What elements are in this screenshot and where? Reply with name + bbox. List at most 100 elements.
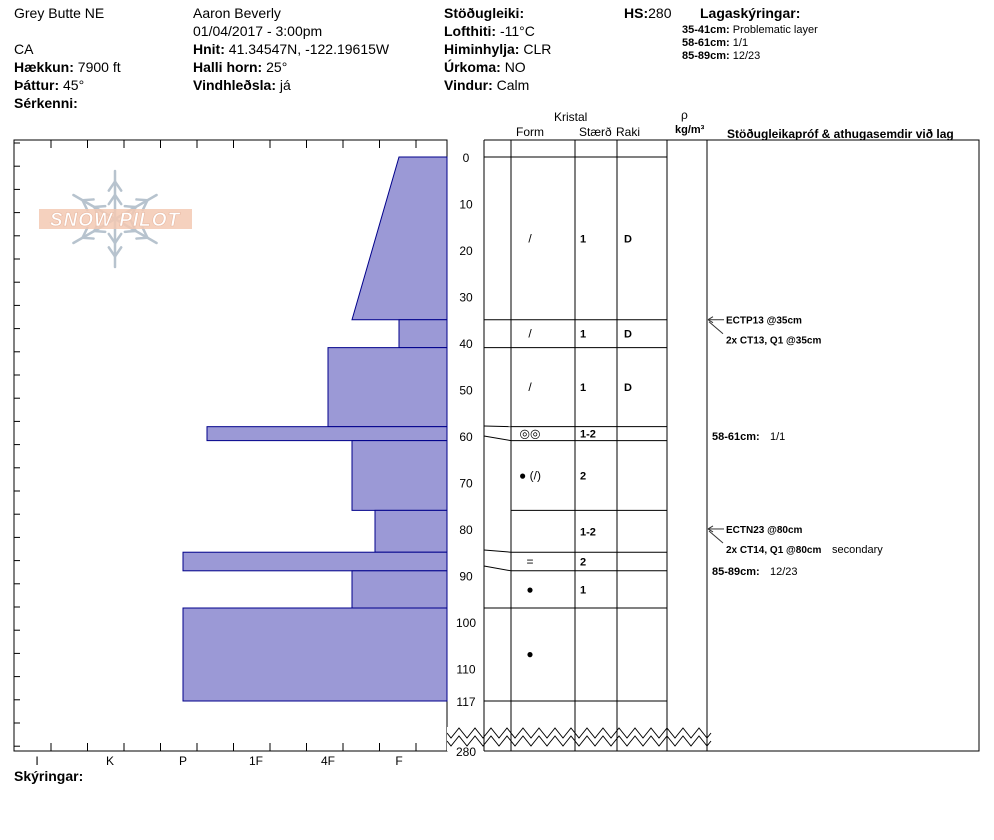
coords-label: Hnit:: [193, 41, 225, 57]
layer-note-text: 1/1: [770, 431, 785, 443]
wind-loading: Vindhleðsla: já: [193, 77, 291, 93]
grain-form: ●: [526, 582, 533, 596]
hardness-bar: [206, 426, 448, 442]
connector-line: [483, 565, 512, 572]
aspect-value: 45°: [63, 77, 85, 93]
test-arrow: [708, 530, 724, 544]
grain-form: ◎◎: [520, 427, 541, 441]
depth-tick-label: 100: [456, 616, 476, 630]
hardness-bar: [351, 156, 448, 321]
grain-size: 1: [580, 382, 586, 394]
grain-size: 1: [580, 584, 586, 596]
elevation-value: 7900 ft: [77, 59, 121, 75]
depth-tick-label: 70: [459, 476, 473, 490]
slope: Halli horn: 25°: [193, 59, 287, 75]
tests-frame: [706, 139, 980, 752]
wind: Vindur: Calm: [444, 77, 529, 93]
test-arrow: [708, 321, 724, 335]
hardness-tick-label: K: [106, 754, 114, 768]
legend-text: 1/1: [732, 37, 749, 49]
hardness-tick-label: 1F: [249, 754, 263, 768]
legend-title: Lagaskýringar:: [700, 5, 801, 21]
flake-branch: [135, 236, 149, 240]
wind-loading-label: Vindhleðsla:: [193, 77, 276, 93]
grain-form: /: [528, 380, 532, 394]
coords-value: 41.34547N, -122.19615W: [228, 41, 390, 57]
hardness-bar: [374, 509, 448, 553]
air-temp-value: -11°C: [499, 23, 535, 39]
test-result: 2x CT13, Q1 @35cm: [726, 336, 821, 347]
hardness-bar: [398, 319, 448, 349]
legend-item: 58-61cm: 1/1: [682, 37, 748, 50]
legend-range: 58-61cm:: [682, 37, 730, 49]
flake-branch: [81, 199, 89, 212]
snowpilot-logo: SNOW PILOT: [39, 169, 192, 269]
aspect: Þáttur: 45°: [14, 77, 84, 93]
hs-label: HS:: [624, 5, 649, 21]
test-result: ECTN23 @80cm: [726, 525, 803, 536]
grain-form: ● (/): [519, 468, 541, 482]
grain-size: 2: [580, 470, 586, 482]
density-unit: kg/m³: [675, 124, 705, 136]
depth-tick-label: 60: [459, 430, 473, 444]
snow-height: HS:280: [624, 5, 671, 21]
grain-form: /: [528, 231, 532, 245]
flake-branch: [92, 204, 107, 209]
moisture: D: [624, 329, 632, 341]
size-header: Stærð: [579, 125, 612, 139]
grain-size: 2: [580, 557, 586, 569]
depth-tick-label: 90: [459, 569, 473, 583]
elevation-label: Hækkun:: [14, 59, 74, 75]
layer-grid: [483, 139, 980, 752]
sky-label: Himinhylja:: [444, 41, 520, 57]
hardness-bar: [182, 551, 448, 572]
grain-form: /: [528, 327, 532, 341]
grain-size: 1: [580, 233, 586, 245]
legend-item: 35-41cm: Problematic layer: [682, 24, 818, 37]
state: CA: [14, 41, 34, 57]
sky-value: CLR: [523, 41, 552, 57]
flake-branch: [81, 236, 95, 240]
moisture-header: Raki: [616, 125, 641, 139]
flake-branch: [141, 226, 149, 239]
test-results: ECTP13 @35cm 2x CT13, Q1 @35cm ECTN23 @80c…: [707, 316, 883, 578]
layer-note-range: 58-61cm:: [712, 431, 760, 443]
precip-value: NO: [504, 59, 526, 75]
form-header: Form: [516, 125, 544, 139]
aspect-label: Þáttur:: [14, 77, 60, 93]
depth-tick-label: 110: [456, 662, 475, 676]
flake-branch: [107, 180, 117, 192]
depth-tick-label: 30: [459, 290, 473, 304]
elevation: Hækkun: 7900 ft: [14, 59, 121, 75]
connector-line: [483, 425, 512, 428]
depth-tick-label: 280: [456, 745, 476, 759]
grain-size: 1-2: [580, 526, 596, 538]
observer: Aaron Beverly: [193, 5, 281, 21]
depth-tick-label: 50: [459, 383, 473, 397]
hardness-bar: [182, 607, 448, 702]
tests-header: Stöðugleikapróf & athugasemdir við lag: [727, 127, 954, 141]
legend-item: 85-89cm: 12/23: [682, 50, 760, 63]
air-temp-label: Lofthiti:: [444, 23, 497, 39]
flake-branch: [107, 193, 117, 206]
depth-tick-label: 117: [456, 695, 475, 709]
crystal-header: Kristal: [554, 110, 588, 124]
depth-tick-label: 0: [463, 151, 470, 165]
legend-range: 35-41cm:: [682, 24, 730, 36]
flake-branch: [113, 193, 123, 206]
moisture: D: [624, 233, 632, 245]
grain-size: 1: [580, 329, 586, 341]
wind-label: Vindur:: [444, 77, 493, 93]
flake-branch: [107, 246, 117, 258]
sky: Himinhylja: CLR: [444, 41, 551, 57]
depth-tick-label: 20: [459, 244, 473, 258]
flake-branch: [92, 229, 107, 234]
precip: Úrkoma: NO: [444, 59, 526, 75]
rho-header: ρ: [681, 108, 688, 122]
legend-text: Problematic layer: [732, 24, 818, 36]
hs-value: 280: [648, 5, 672, 21]
slope-value: 25°: [266, 59, 288, 75]
layer-note-text: 12/23: [770, 566, 798, 578]
flake-branch: [107, 232, 117, 245]
